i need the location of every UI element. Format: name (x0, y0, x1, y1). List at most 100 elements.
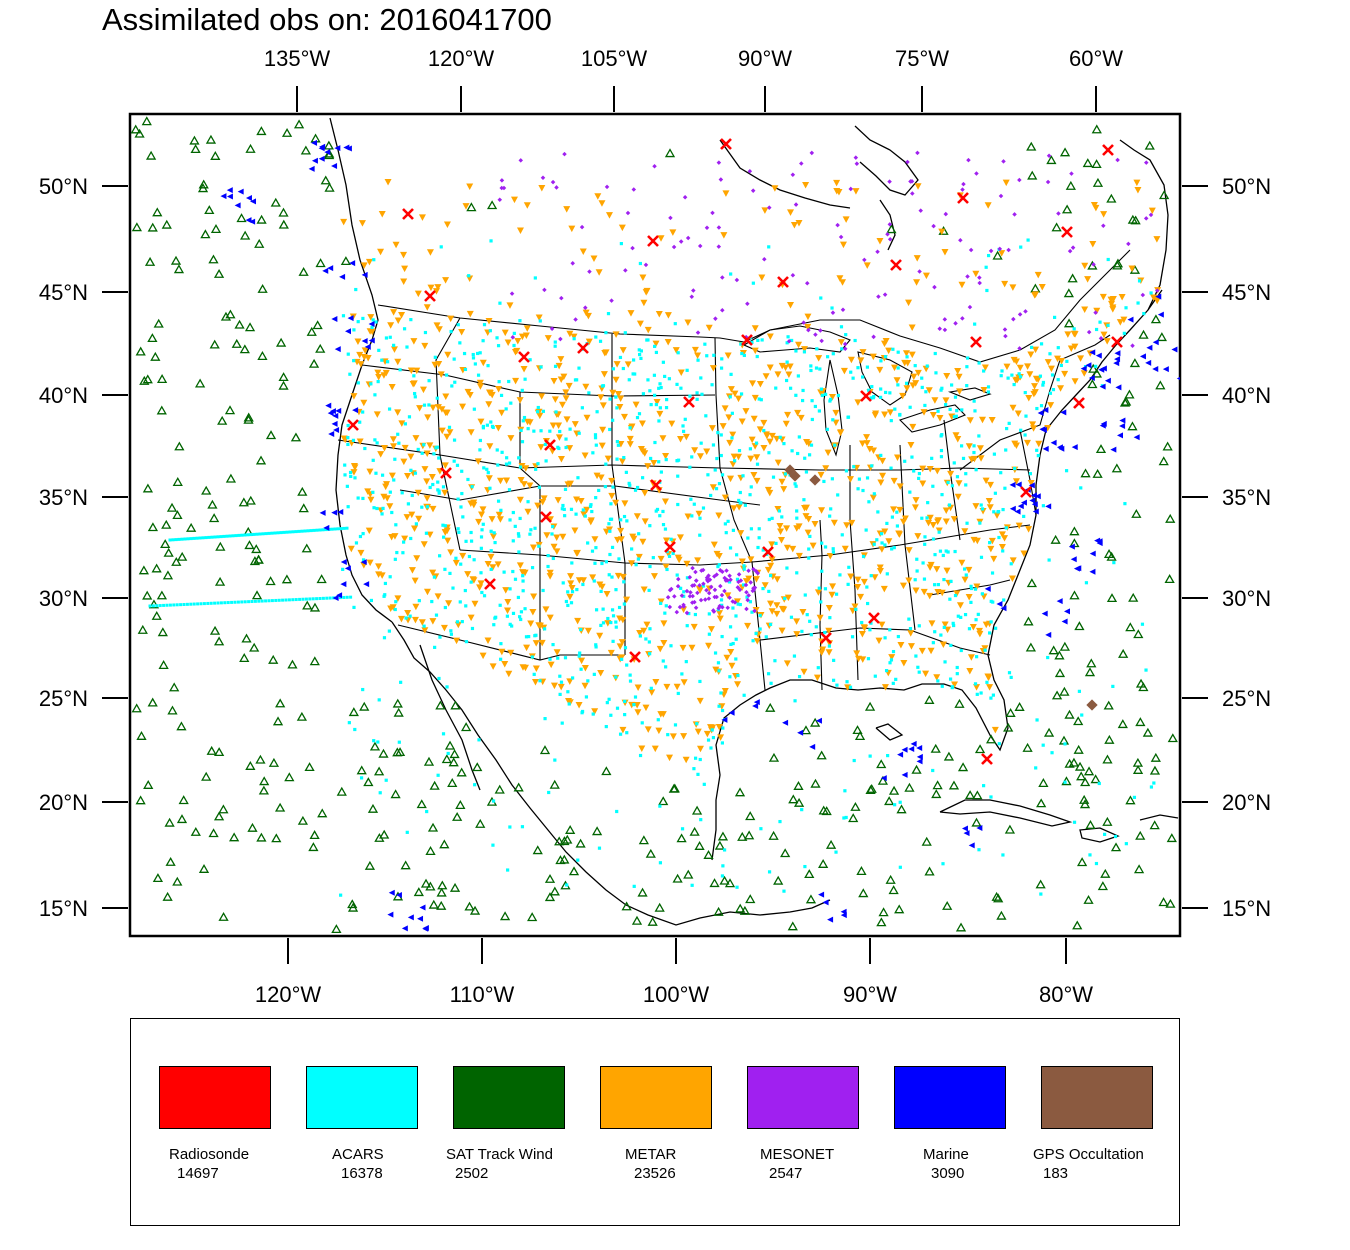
mesonet-marker (677, 604, 683, 610)
marine-marker (323, 524, 330, 531)
acars-marker (524, 635, 529, 639)
acars-marker (737, 448, 742, 453)
acars-marker (717, 563, 721, 567)
sat-track-wind-marker (441, 754, 452, 764)
sat-track-wind-marker (1103, 700, 1114, 710)
radiosonde-marker (484, 578, 496, 590)
metar-marker (854, 399, 862, 406)
acars-marker (318, 597, 322, 600)
metar-marker (857, 357, 865, 364)
acars-marker (523, 377, 527, 381)
acars-marker (916, 665, 920, 669)
acars-marker (609, 713, 613, 717)
acars-marker (865, 476, 870, 480)
acars-marker (452, 357, 456, 361)
metar-marker (356, 438, 364, 445)
sat-track-wind-marker (364, 860, 376, 870)
acars-marker (988, 541, 992, 545)
metar-marker (1070, 330, 1078, 338)
acars-marker (690, 455, 694, 459)
acars-marker (638, 352, 642, 357)
acars-marker (488, 486, 492, 490)
acars-marker (189, 602, 193, 606)
sat-track-wind-marker (163, 547, 174, 557)
acars-marker (872, 542, 876, 546)
mesonet-marker (693, 569, 698, 575)
metar-marker (496, 477, 504, 485)
metar-marker (817, 471, 825, 479)
acars-marker (633, 372, 637, 376)
sat-track-wind-marker (394, 747, 406, 757)
metar-marker (672, 347, 680, 354)
sat-track-wind-marker (162, 570, 174, 580)
acars-marker (291, 598, 295, 602)
acars-marker (893, 407, 897, 411)
metar-marker (581, 665, 589, 672)
sat-track-wind-marker (413, 887, 424, 897)
sat-track-wind-marker (271, 833, 282, 843)
acars-marker (445, 373, 449, 377)
mesonet-marker (960, 316, 965, 321)
acars-marker (1035, 406, 1039, 411)
sat-track-wind-marker (1063, 318, 1075, 328)
metar-marker (1034, 271, 1042, 279)
acars-marker (611, 418, 615, 422)
metar-marker (799, 609, 807, 616)
mesonet-marker (882, 292, 888, 297)
sat-track-wind-marker (1005, 708, 1016, 717)
mesonet-marker (1101, 223, 1106, 229)
metar-marker (814, 589, 822, 596)
acars-marker (240, 533, 244, 537)
acars-marker (480, 528, 484, 532)
marine-marker (1042, 407, 1049, 414)
sat-track-wind-marker (532, 845, 543, 855)
metar-marker (360, 262, 368, 269)
acars-marker (959, 444, 964, 448)
sat-track-wind-marker (1004, 824, 1016, 834)
marine-marker (910, 740, 917, 747)
sat-track-wind-marker (143, 780, 154, 789)
marine-marker (311, 139, 318, 146)
acars-marker (836, 493, 840, 497)
metar-marker (524, 508, 532, 516)
radiosonde-marker (540, 511, 552, 523)
metar-marker (398, 312, 406, 319)
acars-marker (1046, 655, 1050, 660)
acars-marker (755, 462, 760, 466)
acars-marker (457, 530, 461, 534)
metar-marker (978, 416, 986, 424)
acars-marker (1041, 380, 1046, 385)
metar-marker (662, 453, 670, 460)
acars-marker (482, 594, 487, 598)
metar-marker (435, 326, 443, 333)
acars-marker (690, 883, 694, 887)
marine-marker (916, 744, 923, 751)
metar-marker (709, 365, 717, 372)
metar-marker (478, 511, 486, 519)
metar-marker (621, 500, 629, 507)
left-lat-label: 50°N (39, 174, 88, 199)
acars-marker (611, 485, 615, 489)
acars-marker (760, 338, 764, 342)
metar-marker (936, 414, 944, 422)
metar-marker (684, 513, 692, 520)
metar-marker (601, 349, 609, 357)
metar-marker (941, 621, 949, 629)
acars-marker (698, 679, 702, 684)
acars-marker (883, 543, 887, 547)
acars-marker (611, 639, 615, 643)
acars-marker (174, 538, 178, 542)
marine-marker (250, 198, 257, 205)
acars-marker (556, 656, 560, 660)
acars-marker (461, 515, 465, 519)
sat-track-wind-marker (765, 702, 776, 712)
metar-marker (657, 235, 665, 242)
acars-marker (607, 697, 611, 701)
acars-marker (605, 701, 609, 705)
acars-marker (651, 556, 655, 560)
acars-marker (388, 490, 392, 494)
acars-marker (345, 595, 349, 599)
acars-marker (667, 377, 671, 381)
sat-track-wind-marker (703, 849, 714, 859)
acars-marker (526, 427, 530, 431)
